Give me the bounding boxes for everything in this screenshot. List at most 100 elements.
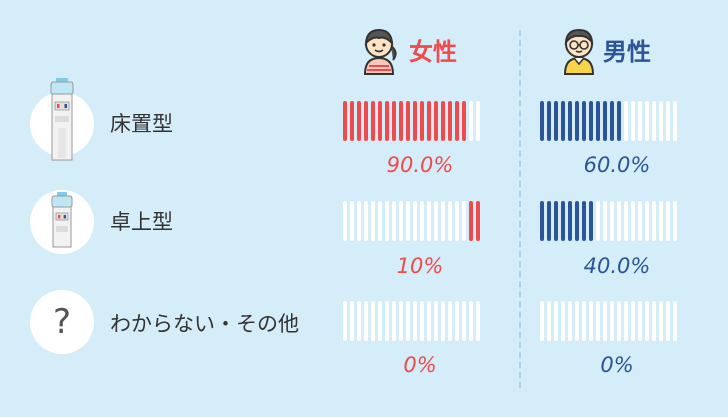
bar-segment: [568, 201, 572, 241]
bar-segment: [406, 101, 410, 141]
bar-segment: [645, 101, 649, 141]
bar-segment: [547, 301, 551, 341]
row-label-tabletop: 卓上型: [110, 210, 173, 234]
bar-segment: [673, 101, 677, 141]
bar-segment: [631, 301, 635, 341]
bar-segment: [582, 101, 586, 141]
bar-female-0: [343, 101, 483, 141]
bar-segment: [385, 301, 389, 341]
bar-segment: [659, 101, 663, 141]
bar-segment: [448, 201, 452, 241]
bar-segment: [371, 201, 375, 241]
bar-segment: [476, 101, 480, 141]
bar-segment: [561, 101, 565, 141]
bar-segment: [364, 201, 368, 241]
bar-segment: [575, 201, 579, 241]
bar-segment: [378, 301, 382, 341]
bar-segment: [413, 301, 417, 341]
bar-segment: [441, 101, 445, 141]
bar-male-0: [540, 101, 680, 141]
bar-segment: [343, 101, 347, 141]
bar-segment: [434, 301, 438, 341]
male-avatar-icon: [563, 28, 595, 75]
bar-segment: [645, 301, 649, 341]
bar-segment: [392, 201, 396, 241]
bar-segment: [554, 201, 558, 241]
bar-segment: [399, 201, 403, 241]
bar-segment: [589, 101, 593, 141]
bar-segment: [406, 201, 410, 241]
row-icon-circle: [30, 290, 94, 354]
bar-segment: [582, 201, 586, 241]
bar-segment: [371, 301, 375, 341]
bar-segment: [631, 101, 635, 141]
bar-segment: [357, 301, 361, 341]
bar-segment: [455, 201, 459, 241]
bar-segment: [399, 101, 403, 141]
bar-segment: [624, 201, 628, 241]
bar-segment: [596, 101, 600, 141]
bar-segment: [350, 301, 354, 341]
bar-segment: [659, 201, 663, 241]
percent-label-male-1: 40.0%: [583, 254, 651, 278]
bar-segment: [554, 301, 558, 341]
bar-segment: [582, 301, 586, 341]
bar-segment: [420, 201, 424, 241]
bar-segment: [666, 101, 670, 141]
bar-segment: [596, 301, 600, 341]
floor-water-server-icon: [50, 78, 74, 161]
bar-segment: [603, 201, 607, 241]
bar-segment: [659, 301, 663, 341]
bar-segment: [652, 101, 656, 141]
bar-segment: [371, 101, 375, 141]
bar-segment: [462, 101, 466, 141]
bar-segment: [617, 101, 621, 141]
question-mark-icon: ?: [52, 302, 72, 342]
bar-segment: [575, 301, 579, 341]
bar-segment: [617, 301, 621, 341]
bar-segment: [652, 301, 656, 341]
percent-label-female-1: 10%: [396, 254, 444, 278]
bar-segment: [455, 301, 459, 341]
bar-segment: [540, 101, 544, 141]
bar-segment: [448, 301, 452, 341]
bar-segment: [413, 101, 417, 141]
bar-segment: [357, 201, 361, 241]
header-male-label: 男性: [603, 38, 651, 66]
bar-segment: [596, 201, 600, 241]
female-avatar-icon: [363, 28, 397, 75]
bar-female-1: [343, 201, 483, 241]
bar-segment: [547, 201, 551, 241]
bar-segment: [568, 301, 572, 341]
column-divider: [519, 30, 521, 388]
tabletop-water-server-icon: [51, 192, 73, 248]
bar-segment: [476, 301, 480, 341]
bar-segment: [448, 101, 452, 141]
bar-segment: [666, 201, 670, 241]
bar-segment: [610, 301, 614, 341]
bar-segment: [638, 301, 642, 341]
bar-segment: [392, 301, 396, 341]
bar-segment: [673, 201, 677, 241]
bar-segment: [666, 301, 670, 341]
bar-male-2: [540, 301, 680, 341]
bar-segment: [462, 201, 466, 241]
bar-segment: [378, 101, 382, 141]
bar-female-2: [343, 301, 483, 341]
bar-segment: [350, 201, 354, 241]
bar-segment: [406, 301, 410, 341]
bar-segment: [462, 301, 466, 341]
header-female-label: 女性: [409, 38, 457, 66]
percent-label-male-0: 60.0%: [583, 153, 651, 177]
bar-segment: [610, 201, 614, 241]
percent-label-male-2: 0%: [600, 353, 634, 377]
bar-segment: [540, 301, 544, 341]
bar-segment: [617, 201, 621, 241]
bar-segment: [420, 101, 424, 141]
bar-segment: [427, 101, 431, 141]
bar-segment: [638, 101, 642, 141]
bar-segment: [638, 201, 642, 241]
bar-segment: [469, 101, 473, 141]
percent-label-female-2: 0%: [403, 353, 437, 377]
bar-segment: [441, 201, 445, 241]
